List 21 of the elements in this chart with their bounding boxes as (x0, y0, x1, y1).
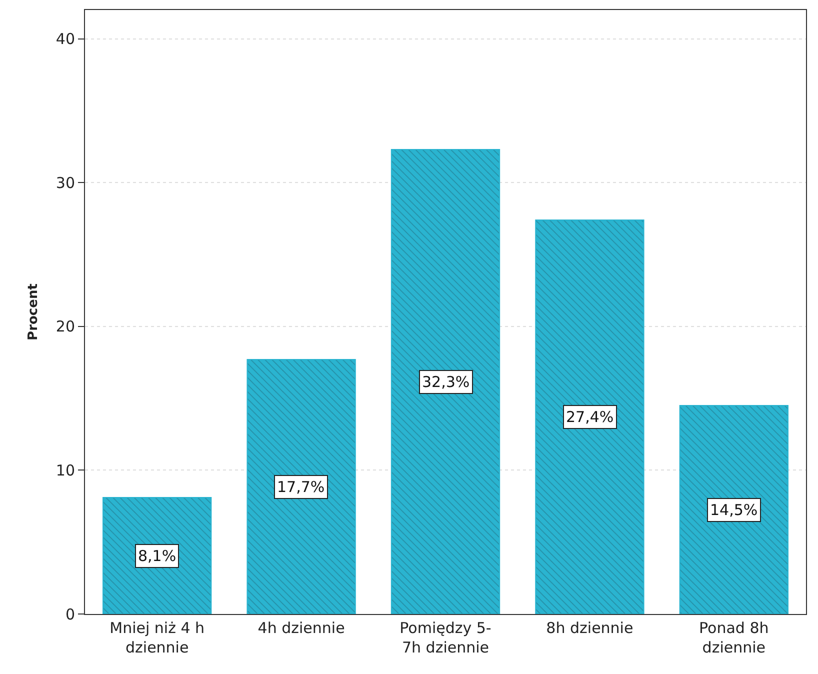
x-tick-label: 8h dziennie (546, 619, 634, 637)
x-tick-label: Pomiędzy 5- 7h dziennie (400, 619, 492, 656)
data-label: 17,7% (277, 478, 325, 496)
data-label: 27,4% (566, 408, 614, 426)
y-tick-label: 20 (56, 318, 75, 336)
y-tick-label: 0 (65, 605, 75, 624)
y-tick-label: 30 (56, 174, 75, 192)
x-tick-label: Mniej niż 4 h dziennie (110, 619, 205, 656)
bar (102, 497, 212, 614)
bar (390, 149, 500, 614)
data-label: 32,3% (422, 373, 470, 391)
bar (246, 358, 356, 614)
bar (535, 219, 644, 614)
y-tick-label: 40 (56, 30, 75, 48)
bar (679, 404, 788, 614)
y-tick-label: 10 (56, 461, 75, 480)
x-tick-label: 4h dziennie (258, 619, 345, 637)
y-axis-title: Procent (26, 284, 41, 340)
data-label: 14,5% (710, 501, 758, 519)
x-tick-label: Ponad 8h dziennie (699, 619, 769, 656)
data-label: 8,1% (138, 547, 176, 565)
